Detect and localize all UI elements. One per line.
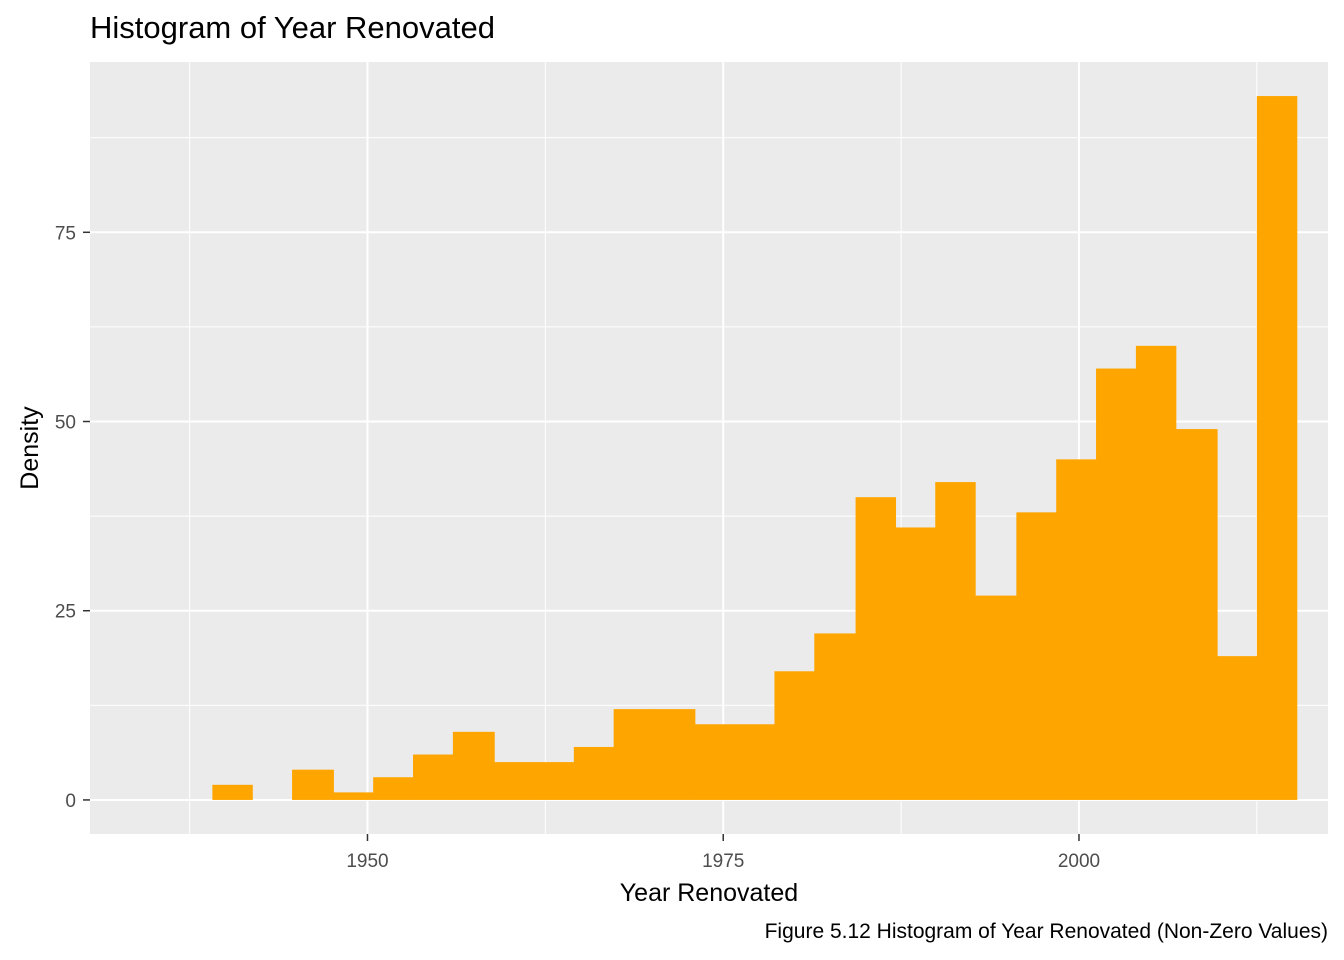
histogram-bar (212, 784, 253, 800)
histogram-bar (694, 724, 736, 800)
histogram-bar (814, 633, 857, 800)
chart-title: Histogram of Year Renovated (90, 10, 495, 45)
histogram-bar (333, 792, 374, 800)
histogram-bar (1175, 429, 1218, 800)
histogram-bar (1096, 368, 1137, 800)
histogram-bar (654, 709, 696, 800)
histogram-bar (855, 497, 897, 800)
histogram-bar (292, 769, 334, 800)
histogram-bar (975, 595, 1017, 800)
y-axis: 0 25 50 75 (55, 223, 90, 812)
histogram-bar (734, 724, 776, 800)
histogram-bar (1056, 459, 1097, 800)
y-tick-label: 0 (65, 791, 76, 812)
histogram-bar (373, 777, 414, 800)
histogram-bars (212, 96, 1298, 800)
x-tick-label: 1950 (346, 851, 388, 872)
histogram-bar (1016, 512, 1057, 800)
histogram-bar (774, 671, 815, 800)
histogram-bar (613, 709, 656, 800)
histogram-bar (895, 527, 936, 800)
histogram-bar (494, 762, 535, 800)
figure-caption: Figure 5.12 Histogram of Year Renovated … (764, 920, 1328, 943)
histogram-bar (533, 762, 575, 800)
histogram-bar (573, 746, 615, 800)
x-axis: 1950 1975 2000 (346, 834, 1100, 872)
y-tick-label: 25 (55, 602, 76, 623)
histogram-bar (1217, 656, 1258, 800)
x-tick-label: 2000 (1058, 851, 1100, 872)
y-axis-title: Density (16, 406, 44, 490)
histogram-bar (413, 754, 454, 800)
x-tick-label: 1975 (702, 851, 744, 872)
histogram-bar (452, 731, 495, 800)
histogram-bar (935, 482, 976, 800)
y-tick-label: 50 (55, 413, 76, 434)
x-axis-title: Year Renovated (620, 879, 798, 907)
histogram-bar (1256, 96, 1298, 800)
y-tick-label: 75 (55, 223, 76, 244)
histogram-bar (1135, 345, 1177, 800)
